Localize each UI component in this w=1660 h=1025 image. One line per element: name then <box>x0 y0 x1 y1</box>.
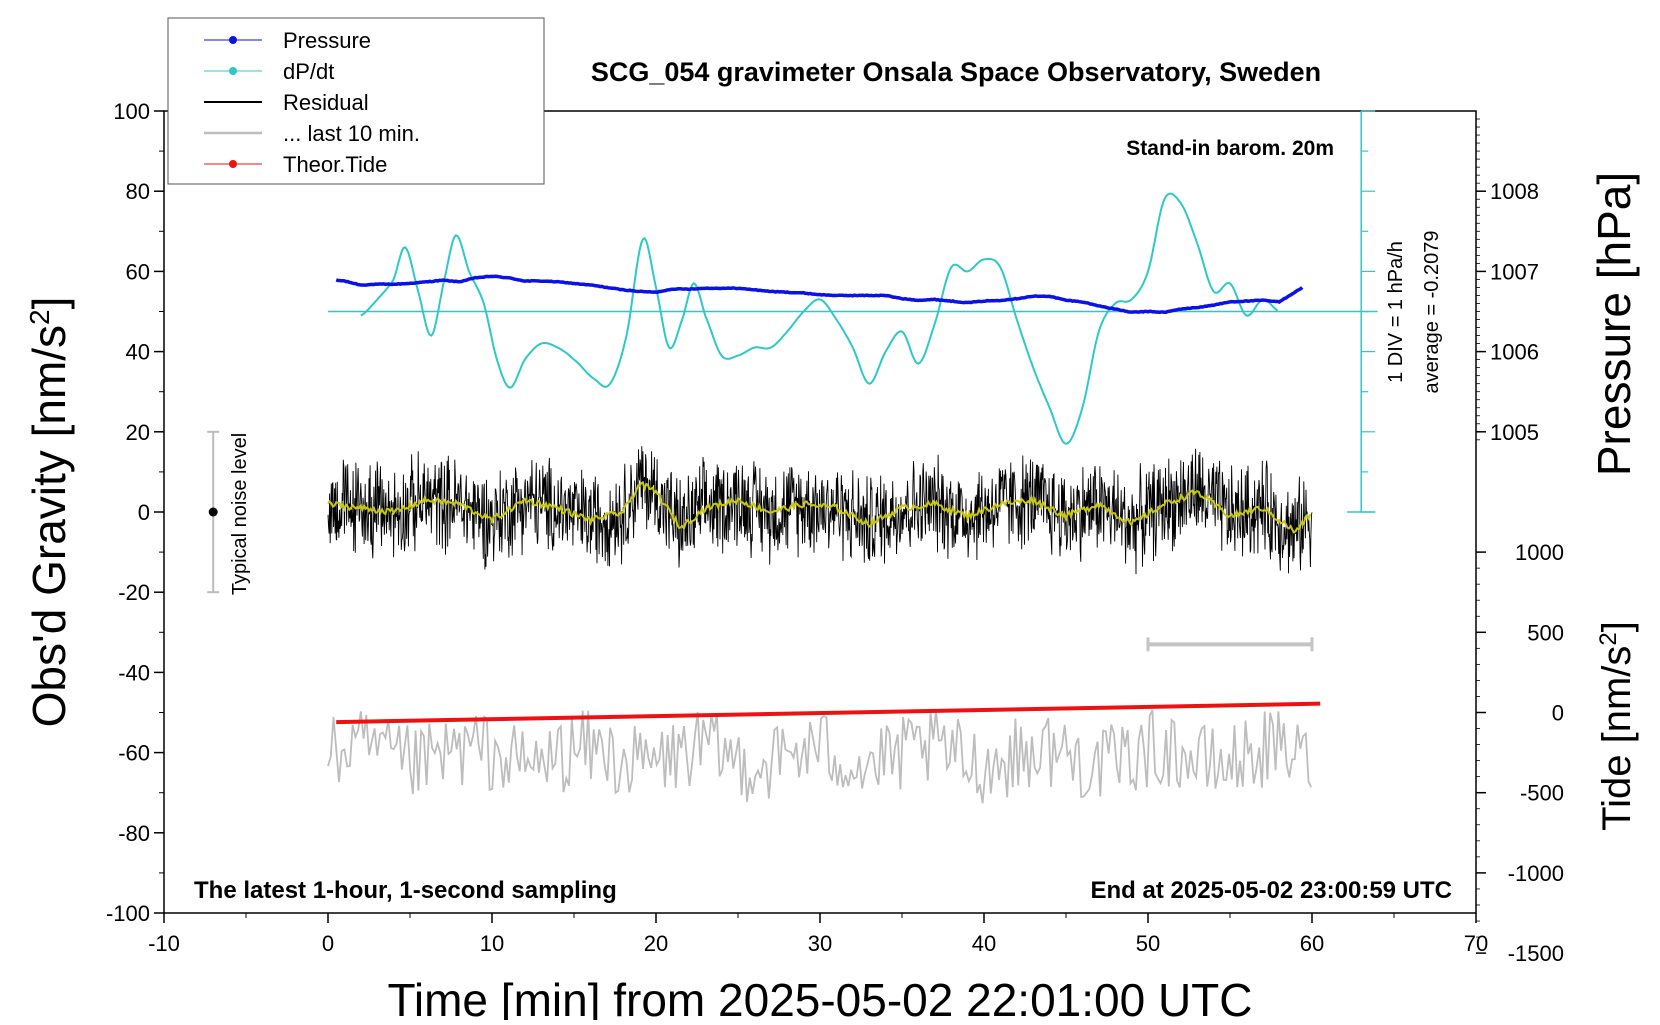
tide-tick-label: -1000 <box>1508 861 1564 886</box>
legend-swatch-dot <box>229 160 237 168</box>
tide-tick-label: 0 <box>1552 701 1564 726</box>
x-tick-label: 30 <box>808 931 832 956</box>
tide-tick-label: -500 <box>1520 781 1564 806</box>
footer-left: The latest 1-hour, 1-second sampling <box>194 877 617 904</box>
legend-swatch-dot <box>229 36 237 44</box>
y-tick-label: -80 <box>118 821 150 846</box>
x-tick-label: 60 <box>1300 931 1324 956</box>
y-tick-label: 0 <box>138 500 150 525</box>
plot-frame <box>163 110 1477 914</box>
noise-center-dot <box>208 507 218 517</box>
pressure-tick-label: 1005 <box>1490 420 1539 445</box>
x-tick-label: 70 <box>1464 931 1488 956</box>
series-layer <box>327 192 1378 804</box>
x-axis-label: Time [min] from 2025-05-02 22:01:00 UTC <box>388 974 1253 1020</box>
y-tick-label: -40 <box>118 660 150 685</box>
tide-tick-label: -1500 <box>1508 941 1564 966</box>
legend: Pressure dP/dt Residual ... last 10 min. The… <box>167 17 545 185</box>
y-tick-label: 40 <box>126 340 150 365</box>
x-tick-label: 20 <box>644 931 668 956</box>
legend-label: Pressure <box>283 28 371 53</box>
dpdt-line <box>360 192 1279 445</box>
dpdt-average-label: average = -0.2079 <box>1421 231 1443 394</box>
legend-label: Theor.Tide <box>283 152 387 177</box>
y-tick-label: 20 <box>126 420 150 445</box>
y-axis-label-left-sup: 2 <box>24 309 55 325</box>
pressure-tick-label: 1006 <box>1490 340 1539 365</box>
y-tick-label: -60 <box>118 741 150 766</box>
tide-tick-label: 500 <box>1527 620 1564 645</box>
tide-axis: 1000 500 0 -500 -1000 -1500 <box>1476 540 1564 966</box>
y-axis-label-tide-sup: 2 <box>1595 632 1622 645</box>
legend-label: dP/dt <box>283 59 334 84</box>
y-axis-left: -100 -80 -60 -40 -20 0 20 40 60 80 100 <box>106 99 164 926</box>
y-axis-label-left-text: Obs'd Gravity [nm/s <box>23 325 75 727</box>
barometer-note: Stand-in barom. 20m <box>1126 137 1334 160</box>
chart-title: SCG_054 gravimeter Onsala Space Observat… <box>591 57 1321 87</box>
y-tick-label: 100 <box>113 99 150 124</box>
x-tick-label: 0 <box>322 931 334 956</box>
y-axis-label-tide: Tide [nm/s2] <box>1595 621 1639 831</box>
y-axis-label-left: Obs'd Gravity [nm/s2] <box>23 297 75 728</box>
y-axis-label-tide-text: Tide [nm/s <box>1595 646 1639 831</box>
legend-label: Residual <box>283 90 369 115</box>
x-tick-label: -10 <box>148 931 180 956</box>
x-tick-label: 40 <box>972 931 996 956</box>
y-tick-label: 80 <box>126 179 150 204</box>
x-tick-label: 50 <box>1136 931 1160 956</box>
x-tick-label: 10 <box>480 931 504 956</box>
dpdt-scale-label: 1 DIV = 1 hPa/h <box>1385 241 1407 383</box>
pressure-tick-label: 1007 <box>1490 259 1539 284</box>
tide-tick-label: 1000 <box>1515 540 1564 565</box>
y-tick-label: 60 <box>126 259 150 284</box>
noise-label: Typical noise level <box>229 433 251 595</box>
residual-smooth-line <box>327 480 1312 534</box>
pressure-tick-label: 1008 <box>1490 179 1539 204</box>
y-axis-label-pressure: Pressure [hPa] <box>1588 172 1640 476</box>
y-tick-label: -20 <box>118 580 150 605</box>
noise-indicator <box>207 430 220 594</box>
last10-line <box>327 709 1313 804</box>
pressure-line <box>335 274 1304 315</box>
pressure-axis: 1005 1006 1007 1008 <box>1476 118 1539 445</box>
legend-label: ... last 10 min. <box>283 121 420 146</box>
tide-line <box>336 701 1321 725</box>
x-axis: -10 0 10 20 30 40 50 60 70 <box>148 913 1488 956</box>
legend-swatch-dot <box>229 67 237 75</box>
footer-right: End at 2025-05-02 23:00:59 UTC <box>1091 877 1453 904</box>
y-tick-label: -100 <box>106 901 150 926</box>
